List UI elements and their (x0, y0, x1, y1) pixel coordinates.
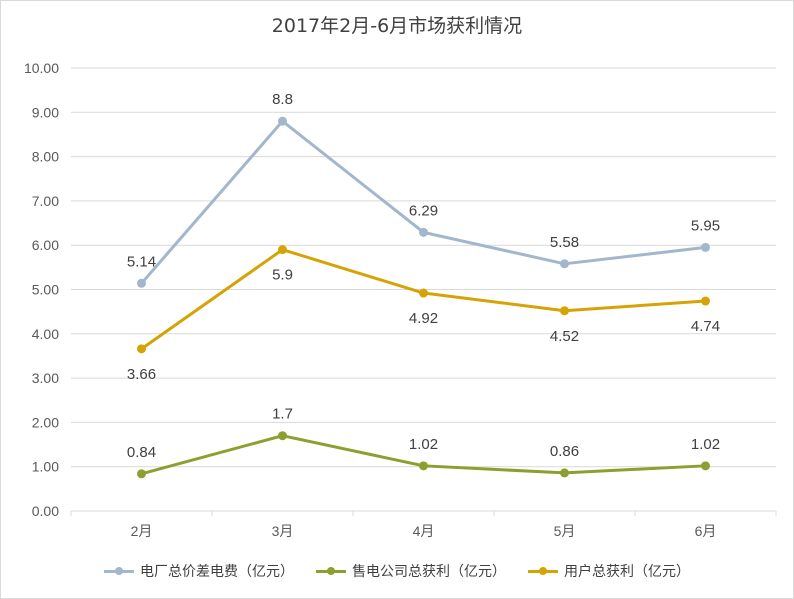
data-label: 0.86 (550, 443, 579, 460)
legend-label: 电厂总价差电费（亿元） (140, 564, 294, 580)
data-label: 1.7 (272, 406, 293, 423)
y-tick-label: 4.00 (32, 326, 59, 342)
y-tick-label: 3.00 (32, 370, 59, 386)
data-point (278, 431, 287, 441)
data-label: 4.52 (550, 328, 579, 345)
data-point (701, 242, 710, 252)
data-point (419, 288, 428, 298)
y-tick-label: 8.00 (32, 149, 59, 165)
x-tick-label: 3月 (272, 523, 294, 539)
data-label: 1.02 (691, 436, 720, 453)
x-tick-label: 2月 (131, 523, 153, 539)
legend-label: 售电公司总获利（亿元） (352, 564, 506, 580)
x-tick-label: 5月 (554, 523, 576, 539)
data-label: 0.84 (127, 444, 156, 461)
data-point (137, 344, 146, 354)
legend-swatch (316, 565, 346, 577)
legend-item: 用户总获利（亿元） (528, 561, 690, 581)
data-label: 8.8 (272, 91, 293, 108)
data-point (278, 245, 287, 255)
data-point (701, 461, 710, 471)
data-point (560, 259, 569, 269)
y-tick-label: 6.00 (32, 237, 59, 253)
y-tick-label: 2.00 (32, 414, 59, 430)
y-tick-label: 9.00 (32, 104, 59, 120)
y-tick-label: 0.00 (32, 503, 59, 519)
data-point (560, 468, 569, 478)
chart-title: 2017年2月-6月市场获利情况 (271, 15, 523, 37)
data-label: 3.66 (127, 366, 156, 383)
data-label: 4.74 (691, 318, 720, 335)
data-point (560, 306, 569, 316)
data-label: 5.14 (127, 253, 156, 270)
x-tick-label: 4月 (413, 523, 435, 539)
data-label: 5.9 (272, 267, 293, 284)
data-label: 1.02 (409, 436, 438, 453)
data-point (701, 296, 710, 306)
data-point (419, 461, 428, 471)
legend-swatch (104, 565, 134, 577)
legend-swatch (528, 565, 558, 577)
data-point (419, 227, 428, 237)
data-label: 5.58 (550, 234, 579, 251)
data-point (137, 278, 146, 288)
data-point (278, 116, 287, 126)
chart-legend: 电厂总价差电费（亿元） 售电公司总获利（亿元） 用户总获利（亿元） (1, 561, 793, 581)
y-tick-label: 1.00 (32, 459, 59, 475)
data-label: 6.29 (409, 202, 438, 219)
legend-label: 用户总获利（亿元） (564, 564, 690, 580)
legend-item: 电厂总价差电费（亿元） (104, 561, 294, 581)
y-tick-label: 10.00 (24, 60, 59, 76)
y-tick-label: 7.00 (32, 193, 59, 209)
y-tick-label: 5.00 (32, 282, 59, 298)
data-label: 4.92 (409, 310, 438, 327)
data-label: 5.95 (691, 217, 720, 234)
x-tick-label: 6月 (695, 523, 717, 539)
legend-item: 售电公司总获利（亿元） (316, 561, 506, 581)
data-point (137, 469, 146, 479)
